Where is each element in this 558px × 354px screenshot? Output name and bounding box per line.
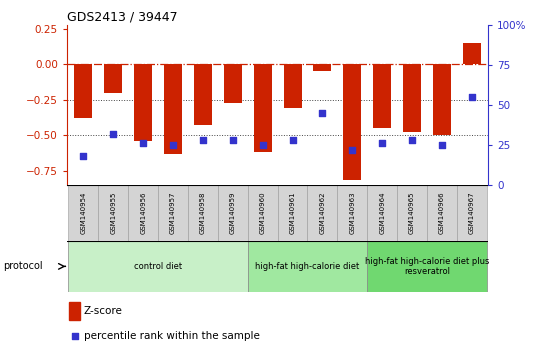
Text: GSM140967: GSM140967: [469, 192, 475, 234]
Bar: [74, 64, 93, 118]
Bar: [457, 185, 487, 241]
Text: control diet: control diet: [134, 262, 182, 271]
Point: [348, 147, 357, 152]
Bar: [164, 64, 182, 154]
Text: GSM140962: GSM140962: [319, 192, 325, 234]
Point: [468, 94, 477, 99]
Text: GDS2413 / 39447: GDS2413 / 39447: [67, 11, 177, 24]
Text: GSM140960: GSM140960: [259, 192, 266, 234]
Bar: [283, 64, 301, 108]
Bar: [69, 185, 98, 241]
Bar: [248, 241, 367, 292]
Bar: [367, 241, 487, 292]
Bar: [128, 185, 158, 241]
Bar: [338, 185, 367, 241]
Point: [437, 142, 446, 148]
Bar: [314, 64, 331, 72]
Text: GSM140965: GSM140965: [409, 192, 415, 234]
Point: [199, 137, 208, 143]
Point: [139, 140, 148, 146]
Bar: [188, 185, 218, 241]
Text: percentile rank within the sample: percentile rank within the sample: [84, 331, 259, 341]
Bar: [158, 185, 188, 241]
Text: GSM140955: GSM140955: [110, 192, 116, 234]
Text: GSM140964: GSM140964: [379, 192, 385, 234]
Text: GSM140956: GSM140956: [140, 192, 146, 234]
Bar: [397, 185, 427, 241]
Bar: [224, 64, 242, 103]
Bar: [427, 185, 457, 241]
Bar: [367, 185, 397, 241]
Bar: [403, 64, 421, 132]
Text: GSM140958: GSM140958: [200, 192, 206, 234]
Point: [109, 131, 118, 136]
Bar: [194, 64, 212, 125]
Point: [169, 142, 177, 148]
Bar: [343, 64, 361, 181]
Point: [407, 137, 416, 143]
Point: [378, 140, 387, 146]
Point: [79, 153, 88, 159]
Text: GSM140966: GSM140966: [439, 192, 445, 234]
Bar: [433, 64, 451, 135]
Point: [228, 137, 237, 143]
Point: [288, 137, 297, 143]
Text: GSM140954: GSM140954: [80, 192, 86, 234]
Text: high-fat high-calorie diet plus
resveratrol: high-fat high-calorie diet plus resverat…: [365, 257, 489, 276]
Bar: [134, 64, 152, 141]
Bar: [278, 185, 307, 241]
Text: GSM140961: GSM140961: [290, 192, 296, 234]
Point: [70, 333, 79, 339]
Text: Z-score: Z-score: [84, 306, 123, 316]
Text: high-fat high-calorie diet: high-fat high-calorie diet: [256, 262, 359, 271]
Bar: [69, 302, 80, 320]
Text: GSM140957: GSM140957: [170, 192, 176, 234]
Bar: [307, 185, 338, 241]
Point: [258, 142, 267, 148]
Text: protocol: protocol: [3, 261, 42, 272]
Bar: [69, 241, 248, 292]
Text: GSM140959: GSM140959: [230, 192, 236, 234]
Point: [318, 110, 327, 116]
Bar: [98, 185, 128, 241]
Bar: [104, 64, 122, 93]
Bar: [248, 185, 277, 241]
Text: GSM140963: GSM140963: [349, 192, 355, 234]
Bar: [254, 64, 272, 152]
Bar: [373, 64, 391, 128]
Bar: [463, 43, 481, 64]
Bar: [218, 185, 248, 241]
